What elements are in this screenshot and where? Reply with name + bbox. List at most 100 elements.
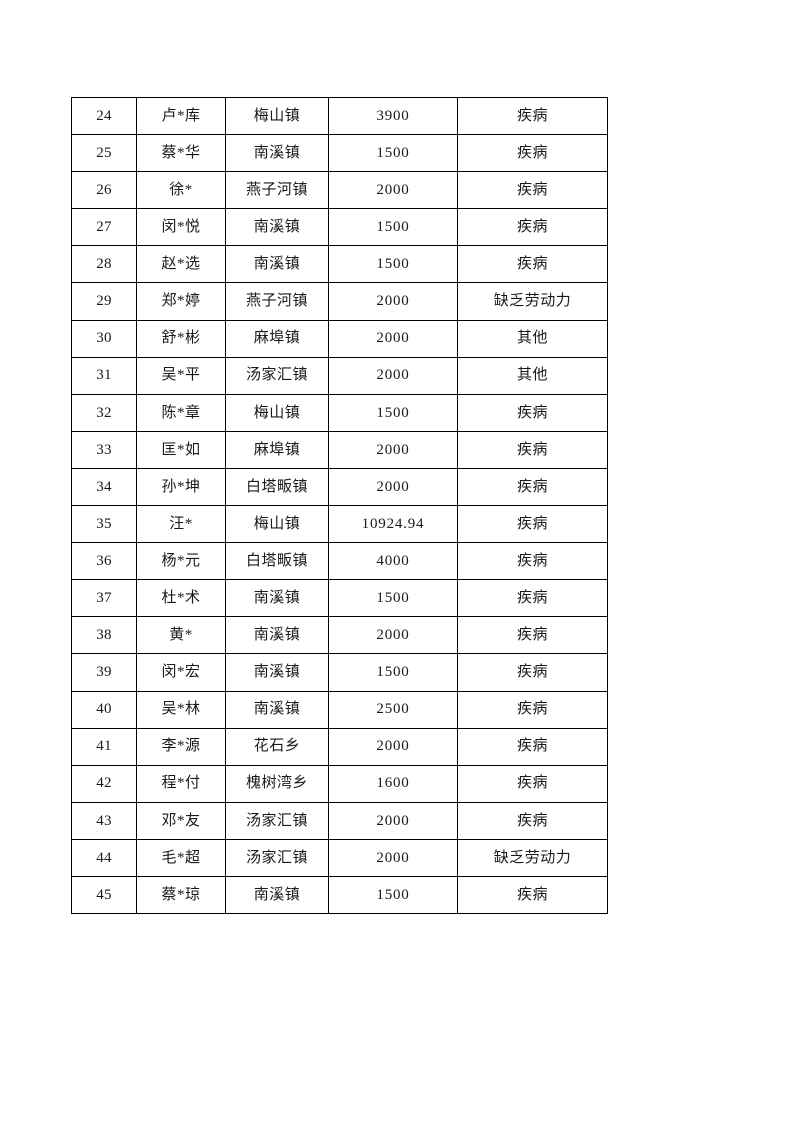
table-row: 35 汪* 梅山镇 10924.94 疾病 bbox=[71, 505, 608, 544]
cell-amount: 1500 bbox=[328, 245, 458, 284]
cell-reason: 疾病 bbox=[457, 430, 608, 469]
cell-name: 闵*悦 bbox=[136, 208, 226, 247]
cell-town: 花石乡 bbox=[225, 727, 329, 766]
cell-town: 南溪镇 bbox=[225, 208, 329, 247]
cell-index: 34 bbox=[71, 467, 137, 507]
cell-amount: 2000 bbox=[328, 727, 458, 766]
cell-town: 麻埠镇 bbox=[225, 430, 329, 469]
cell-town: 汤家汇镇 bbox=[225, 838, 329, 877]
table-row: 34 孙*坤 白塔畈镇 2000 疾病 bbox=[71, 467, 608, 507]
cell-reason: 疾病 bbox=[457, 875, 608, 915]
cell-name: 黄* bbox=[136, 616, 226, 655]
cell-town: 梅山镇 bbox=[225, 505, 329, 544]
table-row: 29 郑*婷 燕子河镇 2000 缺乏劳动力 bbox=[71, 282, 608, 321]
table-row: 27 闵*悦 南溪镇 1500 疾病 bbox=[71, 208, 608, 247]
cell-town: 槐树湾乡 bbox=[225, 764, 329, 803]
table-row: 31 吴*平 汤家汇镇 2000 其他 bbox=[71, 356, 608, 395]
cell-reason: 疾病 bbox=[457, 653, 608, 692]
cell-name: 杨*元 bbox=[136, 542, 226, 581]
cell-town: 南溪镇 bbox=[225, 245, 329, 284]
cell-name: 赵*选 bbox=[136, 245, 226, 284]
cell-reason: 缺乏劳动力 bbox=[457, 838, 608, 877]
cell-name: 李*源 bbox=[136, 727, 226, 766]
table-row: 41 李*源 花石乡 2000 疾病 bbox=[71, 727, 608, 766]
cell-index: 26 bbox=[71, 171, 137, 210]
cell-name: 孙*坤 bbox=[136, 467, 226, 507]
cell-town: 南溪镇 bbox=[225, 579, 329, 618]
cell-name: 吴*平 bbox=[136, 356, 226, 395]
table-row: 44 毛*超 汤家汇镇 2000 缺乏劳动力 bbox=[71, 838, 608, 877]
cell-name: 舒*彬 bbox=[136, 319, 226, 358]
cell-reason: 疾病 bbox=[457, 467, 608, 507]
table-row: 42 程*付 槐树湾乡 1600 疾病 bbox=[71, 764, 608, 803]
table-body: 24 卢*库 梅山镇 3900 疾病 25 蔡*华 南溪镇 1500 疾病 26 徐* 燕子河镇 2000… bbox=[71, 96, 608, 915]
cell-reason: 疾病 bbox=[457, 134, 608, 173]
cell-index: 31 bbox=[71, 356, 137, 395]
cell-town: 南溪镇 bbox=[225, 616, 329, 655]
table-row: 37 杜*术 南溪镇 1500 疾病 bbox=[71, 579, 608, 618]
cell-reason: 疾病 bbox=[457, 393, 608, 432]
cell-reason: 疾病 bbox=[457, 690, 608, 729]
cell-amount: 1500 bbox=[328, 208, 458, 247]
cell-index: 44 bbox=[71, 838, 137, 877]
cell-town: 南溪镇 bbox=[225, 875, 329, 915]
cell-index: 30 bbox=[71, 319, 137, 358]
table-row: 38 黄* 南溪镇 2000 疾病 bbox=[71, 616, 608, 655]
cell-amount: 2000 bbox=[328, 801, 458, 840]
cell-reason: 疾病 bbox=[457, 542, 608, 581]
cell-name: 卢*库 bbox=[136, 96, 226, 136]
cell-amount: 2000 bbox=[328, 467, 458, 507]
cell-town: 燕子河镇 bbox=[225, 171, 329, 210]
cell-town: 南溪镇 bbox=[225, 653, 329, 692]
cell-reason: 疾病 bbox=[457, 764, 608, 803]
cell-reason: 疾病 bbox=[457, 208, 608, 247]
cell-amount: 1500 bbox=[328, 134, 458, 173]
cell-reason: 疾病 bbox=[457, 245, 608, 284]
table-row: 26 徐* 燕子河镇 2000 疾病 bbox=[71, 171, 608, 210]
cell-index: 40 bbox=[71, 690, 137, 729]
cell-index: 33 bbox=[71, 430, 137, 469]
cell-reason: 疾病 bbox=[457, 96, 608, 136]
cell-name: 杜*术 bbox=[136, 579, 226, 618]
cell-index: 32 bbox=[71, 393, 137, 432]
cell-amount: 2000 bbox=[328, 319, 458, 358]
table-row: 30 舒*彬 麻埠镇 2000 其他 bbox=[71, 319, 608, 358]
cell-amount: 1500 bbox=[328, 579, 458, 618]
cell-reason: 疾病 bbox=[457, 616, 608, 655]
table-row: 33 匡*如 麻埠镇 2000 疾病 bbox=[71, 430, 608, 469]
cell-amount: 1500 bbox=[328, 875, 458, 915]
cell-amount: 2000 bbox=[328, 616, 458, 655]
cell-index: 28 bbox=[71, 245, 137, 284]
cell-index: 36 bbox=[71, 542, 137, 581]
table-row: 32 陈*章 梅山镇 1500 疾病 bbox=[71, 393, 608, 432]
cell-amount: 2500 bbox=[328, 690, 458, 729]
cell-index: 29 bbox=[71, 282, 137, 321]
cell-amount: 2000 bbox=[328, 838, 458, 877]
cell-name: 闵*宏 bbox=[136, 653, 226, 692]
cell-reason: 疾病 bbox=[457, 505, 608, 544]
cell-amount: 1500 bbox=[328, 393, 458, 432]
cell-town: 汤家汇镇 bbox=[225, 801, 329, 840]
cell-name: 邓*友 bbox=[136, 801, 226, 840]
table-row: 45 蔡*琼 南溪镇 1500 疾病 bbox=[71, 875, 608, 915]
cell-reason: 缺乏劳动力 bbox=[457, 282, 608, 321]
cell-index: 43 bbox=[71, 801, 137, 840]
cell-amount: 3900 bbox=[328, 96, 458, 136]
cell-index: 41 bbox=[71, 727, 137, 766]
cell-amount: 2000 bbox=[328, 356, 458, 395]
cell-name: 汪* bbox=[136, 505, 226, 544]
cell-town: 麻埠镇 bbox=[225, 319, 329, 358]
table-row: 43 邓*友 汤家汇镇 2000 疾病 bbox=[71, 801, 608, 840]
cell-amount: 2000 bbox=[328, 430, 458, 469]
cell-town: 汤家汇镇 bbox=[225, 356, 329, 395]
cell-index: 39 bbox=[71, 653, 137, 692]
table-container: 24 卢*库 梅山镇 3900 疾病 25 蔡*华 南溪镇 1500 疾病 26 徐* 燕子河镇 2000… bbox=[71, 96, 608, 915]
cell-index: 27 bbox=[71, 208, 137, 247]
cell-amount: 2000 bbox=[328, 171, 458, 210]
cell-reason: 疾病 bbox=[457, 801, 608, 840]
cell-index: 37 bbox=[71, 579, 137, 618]
cell-reason: 其他 bbox=[457, 356, 608, 395]
cell-town: 南溪镇 bbox=[225, 690, 329, 729]
cell-name: 徐* bbox=[136, 171, 226, 210]
cell-reason: 其他 bbox=[457, 319, 608, 358]
